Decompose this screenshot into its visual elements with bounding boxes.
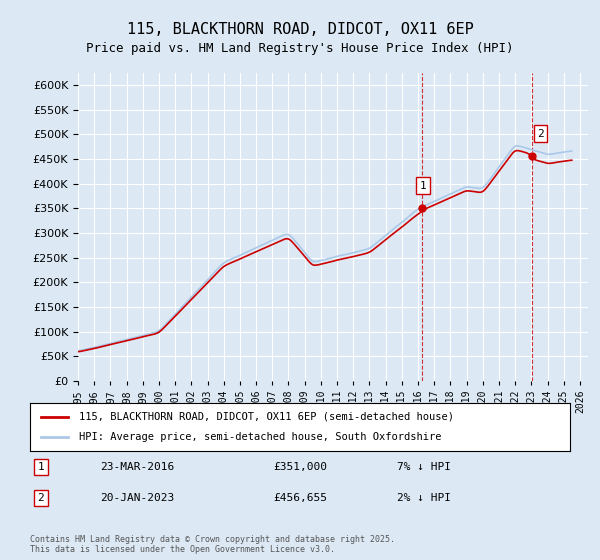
Text: Contains HM Land Registry data © Crown copyright and database right 2025.
This d: Contains HM Land Registry data © Crown c… xyxy=(30,535,395,554)
Text: 115, BLACKTHORN ROAD, DIDCOT, OX11 6EP: 115, BLACKTHORN ROAD, DIDCOT, OX11 6EP xyxy=(127,22,473,38)
Text: 1: 1 xyxy=(420,181,427,190)
Text: 2: 2 xyxy=(37,493,44,503)
Text: 2: 2 xyxy=(537,129,544,138)
Text: HPI: Average price, semi-detached house, South Oxfordshire: HPI: Average price, semi-detached house,… xyxy=(79,432,441,442)
Text: 7% ↓ HPI: 7% ↓ HPI xyxy=(397,462,451,472)
Text: £456,655: £456,655 xyxy=(273,493,327,503)
Text: 23-MAR-2016: 23-MAR-2016 xyxy=(100,462,175,472)
Text: 2% ↓ HPI: 2% ↓ HPI xyxy=(397,493,451,503)
Text: 20-JAN-2023: 20-JAN-2023 xyxy=(100,493,175,503)
Text: Price paid vs. HM Land Registry's House Price Index (HPI): Price paid vs. HM Land Registry's House … xyxy=(86,42,514,55)
Text: £351,000: £351,000 xyxy=(273,462,327,472)
Text: 115, BLACKTHORN ROAD, DIDCOT, OX11 6EP (semi-detached house): 115, BLACKTHORN ROAD, DIDCOT, OX11 6EP (… xyxy=(79,412,454,422)
Text: 1: 1 xyxy=(37,462,44,472)
